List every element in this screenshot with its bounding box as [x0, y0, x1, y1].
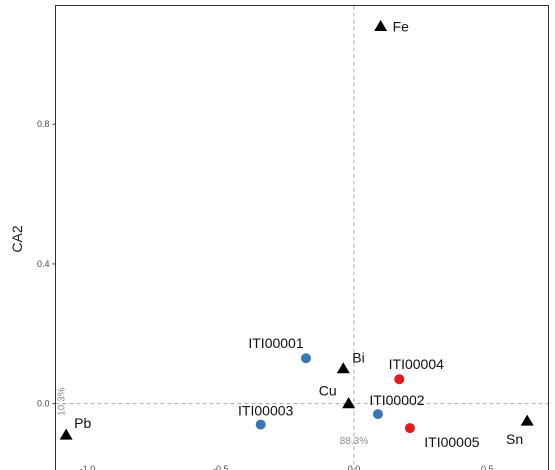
y-tick-label: 0.4	[37, 259, 50, 269]
y-tick-label: 0.0	[37, 399, 50, 409]
label-bi: Bi	[352, 350, 364, 366]
point-fe-triangle	[374, 19, 388, 32]
label-pb: Pb	[74, 415, 91, 431]
label-fe: Fe	[393, 18, 410, 34]
label-iti00005: ITI00005	[424, 434, 479, 450]
x-tick-label: -0.5	[213, 464, 229, 470]
point-labels: Fe Bi Cu Pb Sn ITI00001 ITI00003 ITI00002 ITI000…	[74, 18, 523, 450]
label-iti00004: ITI00004	[389, 356, 444, 372]
label-iti00002: ITI00002	[369, 392, 424, 408]
label-sn: Sn	[506, 431, 523, 447]
x-tick-label: 0.0	[348, 464, 361, 470]
point-iti00005-circle	[404, 423, 415, 434]
x-tick-label: -1.0	[80, 464, 96, 470]
data-marks	[59, 19, 534, 440]
reference-lines	[55, 5, 549, 470]
label-iti00003: ITI00003	[238, 403, 293, 419]
dim1-inertia-label: 88.3%	[340, 436, 368, 447]
x-tick-label: 0.5	[481, 464, 494, 470]
label-iti00001: ITI00001	[248, 335, 303, 351]
y-tick-label: 0.8	[37, 119, 50, 129]
point-iti00002-circle	[372, 409, 383, 420]
point-bi-triangle	[336, 362, 350, 374]
point-iti00001-circle	[300, 353, 311, 364]
point-cu-triangle	[342, 397, 356, 409]
y-axis-title: CA2	[9, 225, 25, 252]
point-pb-triangle	[59, 428, 73, 440]
label-cu: Cu	[319, 383, 337, 399]
dim2-inertia-label: 10.3%	[57, 387, 68, 415]
point-iti00003-circle	[255, 419, 266, 430]
plot-panel-border	[55, 5, 549, 470]
point-sn-triangle	[520, 414, 534, 426]
point-iti00004-circle	[394, 374, 405, 385]
